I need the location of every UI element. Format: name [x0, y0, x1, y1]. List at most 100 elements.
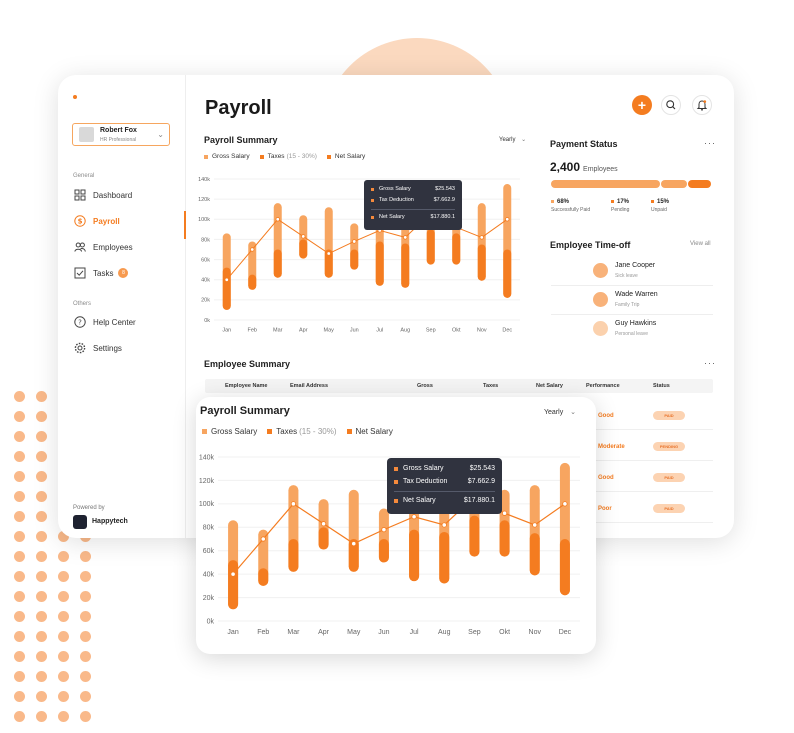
sidebar: Robert Fox HR Professional ⌄ General Das…: [58, 75, 186, 538]
svg-text:?: ?: [78, 319, 82, 327]
y-tick-label: 140k: [199, 454, 215, 461]
net-salary-point: [351, 541, 357, 547]
bar-taxes: [477, 244, 486, 281]
bar-taxes: [318, 527, 329, 550]
column-header: Employee Name: [225, 383, 268, 389]
search-button[interactable]: [661, 95, 681, 115]
profile-name: Robert Fox: [100, 127, 137, 134]
bar-taxes: [288, 539, 299, 572]
payroll-summary-title: Payroll Summary: [200, 405, 290, 417]
notifications-button[interactable]: [692, 95, 712, 115]
tooltip-row-net: Net Salary $17.880.1: [394, 497, 495, 504]
period-select[interactable]: Yearly ⌄: [499, 136, 526, 143]
gear-icon: [74, 342, 86, 354]
view-all-link[interactable]: View all: [690, 241, 711, 247]
decorative-dot: [58, 711, 69, 722]
sidebar-item-settings[interactable]: Settings: [74, 340, 122, 356]
net-salary-point: [224, 277, 229, 282]
brand-name: Happytech: [92, 518, 128, 525]
legend-label: Gross Salary: [211, 427, 258, 436]
time-off-item[interactable]: Wade Warren Family Trip: [551, 286, 713, 315]
net-salary-point: [505, 217, 510, 222]
employee-count-value: 2,400: [550, 160, 581, 174]
leave-reason: Sick leave: [615, 273, 638, 279]
add-button[interactable]: +: [632, 95, 652, 115]
avatar: [79, 127, 94, 142]
tooltip-swatch: [394, 466, 398, 471]
chevron-down-icon: ⌄: [570, 409, 577, 416]
bar-taxes: [452, 233, 461, 265]
sidebar-item-employees[interactable]: Employees: [74, 239, 133, 255]
tooltip-label: Net Salary: [379, 214, 405, 220]
sidebar-item-tasks[interactable]: Tasks 8: [74, 265, 129, 281]
decorative-dot: [14, 691, 25, 702]
decorative-dot: [36, 611, 47, 622]
window-dot: [73, 95, 77, 99]
net-salary-point: [403, 235, 408, 240]
sidebar-item-label: Settings: [93, 343, 122, 353]
tooltip-swatch: [394, 498, 398, 503]
x-tick-label: Aug: [438, 629, 451, 636]
period-select[interactable]: Yearly ⌄: [544, 408, 576, 416]
net-salary-point: [290, 501, 297, 507]
profile-selector[interactable]: Robert Fox HR Professional ⌄: [72, 123, 170, 146]
bar-taxes: [409, 529, 420, 582]
sidebar-item-label: Tasks: [93, 268, 114, 278]
time-off-item[interactable]: Guy Hawkins Personal leave: [551, 315, 713, 344]
net-salary-point: [352, 239, 357, 244]
net-salary-point: [320, 521, 327, 527]
tooltip-row-tax: Tax Deduction $7.662.9: [394, 478, 495, 485]
x-tick-label: Nov: [477, 328, 487, 334]
x-tick-label: Jun: [350, 328, 359, 334]
legend-item-gross: Gross Salary: [204, 153, 250, 160]
y-tick-label: 100k: [199, 501, 215, 508]
decorative-dot: [14, 711, 25, 722]
bar-taxes: [426, 229, 435, 265]
x-tick-label: Mar: [287, 629, 300, 636]
stat-swatch: [651, 199, 654, 203]
decorative-dot: [80, 671, 91, 682]
chevron-down-icon: ⌄: [521, 137, 527, 143]
x-tick-label: May: [347, 629, 361, 636]
legend-label: Net Salary: [355, 427, 393, 436]
chart-legend: Gross Salary Taxes (15 - 30%) Net Salary: [204, 153, 375, 160]
legend-swatch: [267, 429, 273, 434]
net-salary-point: [411, 514, 417, 520]
x-tick-label: Jan: [222, 328, 231, 334]
stat-percent: 17%: [617, 199, 630, 205]
x-tick-label: Jul: [410, 629, 419, 636]
decorative-dot: [14, 651, 25, 662]
y-tick-label: 120k: [199, 478, 215, 485]
dollar-icon: $: [74, 215, 86, 227]
decorative-dot: [14, 611, 25, 622]
more-options-button[interactable]: ···: [704, 358, 716, 368]
stat-label: Successfully Paid: [551, 207, 591, 213]
tooltip-row-net: Net Salary $17.880.1: [371, 214, 455, 220]
legend-swatch: [204, 154, 208, 159]
sidebar-item-help-center[interactable]: ? Help Center: [74, 314, 136, 330]
decorative-dot: [80, 551, 91, 562]
decorative-dot: [58, 611, 69, 622]
net-salary-point: [250, 247, 255, 252]
sidebar-item-label: Help Center: [93, 317, 136, 327]
decorative-dot: [36, 431, 47, 442]
bar-taxes: [348, 539, 359, 572]
decorative-dot: [36, 571, 47, 582]
bar-taxes: [248, 274, 257, 290]
sidebar-item-dashboard[interactable]: Dashboard: [74, 187, 132, 203]
time-off-item[interactable]: Jane Cooper Sick leave: [551, 257, 713, 286]
column-header: Gross: [417, 383, 433, 389]
net-salary-point: [326, 251, 331, 256]
chevron-down-icon: ⌄: [157, 130, 164, 139]
legend-swatch: [346, 429, 352, 434]
column-header: Net Salary: [536, 383, 563, 389]
decorative-dot: [36, 591, 47, 602]
tooltip-swatch: [371, 187, 374, 191]
x-tick-label: Jan: [227, 629, 238, 636]
tooltip-value: $25.543: [469, 465, 495, 472]
sidebar-item-payroll[interactable]: $ Payroll: [74, 213, 120, 229]
decorative-dot: [36, 471, 47, 482]
performance-value: Moderate: [598, 444, 625, 450]
decorative-dot: [36, 551, 47, 562]
more-options-button[interactable]: ···: [704, 138, 716, 148]
